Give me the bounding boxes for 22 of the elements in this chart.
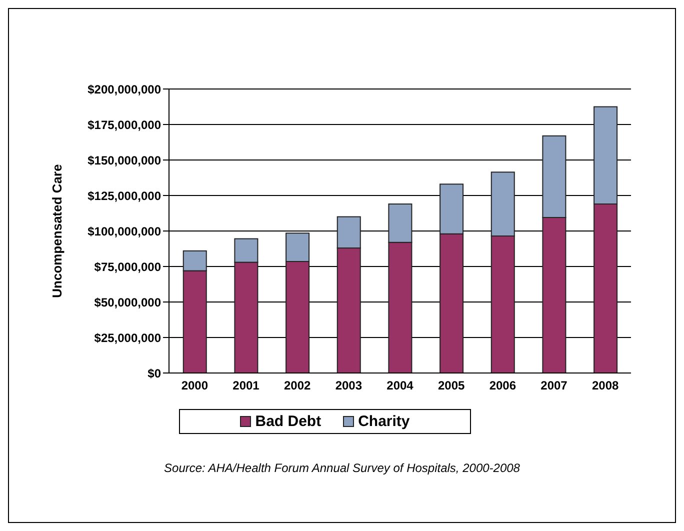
x-tick-label: 2001 xyxy=(232,378,260,393)
y-axis-title: Uncompensated Care xyxy=(50,164,65,298)
x-tick-label: 2005 xyxy=(438,378,466,393)
x-tick-label: 2006 xyxy=(489,378,516,393)
y-tick-label: $25,000,000 xyxy=(94,330,162,345)
x-tick-label: 2002 xyxy=(284,378,312,393)
x-tick-label: 2007 xyxy=(540,378,568,393)
x-tick-label: 2000 xyxy=(181,378,208,393)
y-tick-label: $175,000,000 xyxy=(88,118,162,132)
y-tick-label: $50,000,000 xyxy=(94,295,162,310)
source-note: Source: AHA/Health Forum Annual Survey of Hospitals, 2000-2008 xyxy=(163,461,521,475)
y-tick-label: $150,000,000 xyxy=(88,153,162,168)
x-tick-label: 2004 xyxy=(386,378,414,393)
legend-label: Charity xyxy=(357,413,410,430)
legend-label: Bad Debt xyxy=(254,413,322,430)
y-tick-label: $0 xyxy=(148,366,162,380)
y-tick-label: $125,000,000 xyxy=(88,188,162,203)
y-tick-label: $75,000,000 xyxy=(94,260,162,274)
x-tick-label: 2008 xyxy=(592,378,620,393)
y-tick-label: $100,000,000 xyxy=(88,224,162,238)
x-tick-label: 2003 xyxy=(335,378,362,393)
y-tick-label: $200,000,000 xyxy=(88,82,162,96)
